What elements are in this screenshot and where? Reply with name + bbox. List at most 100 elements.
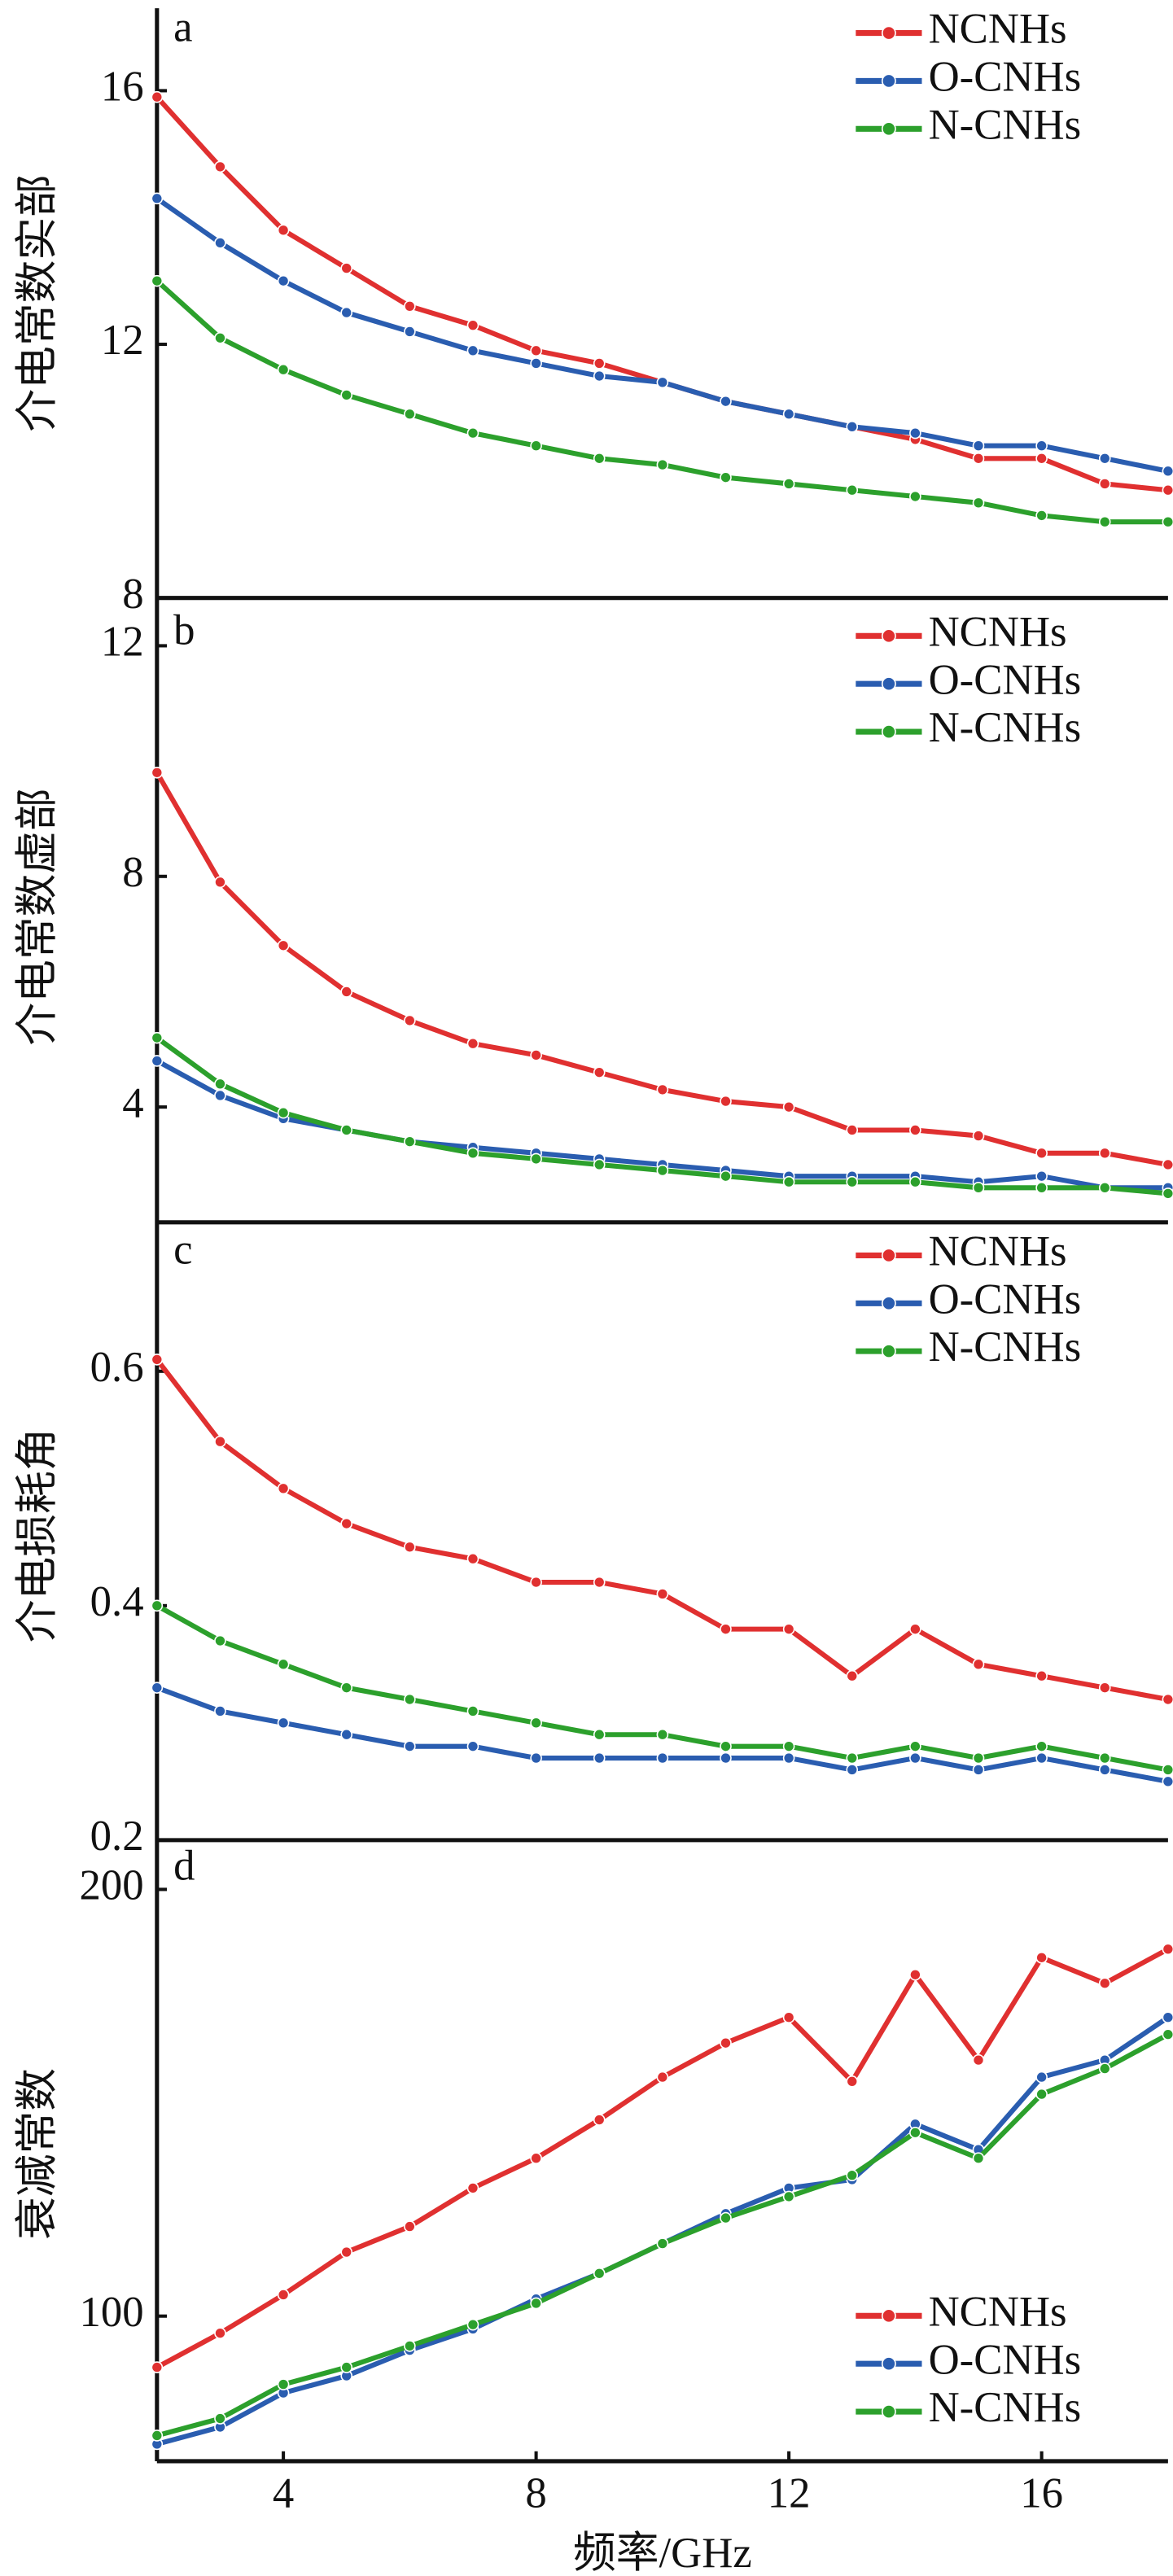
point — [151, 1031, 164, 1044]
point — [972, 1658, 985, 1671]
point — [1162, 2011, 1173, 2023]
series-line — [155, 1603, 1169, 1773]
point — [214, 2412, 226, 2425]
point — [846, 421, 859, 433]
legend-label: N-CNHs — [929, 101, 1082, 148]
point — [277, 1658, 290, 1671]
point — [972, 2152, 985, 2165]
point — [340, 1517, 353, 1530]
point — [1098, 1682, 1111, 1694]
point — [530, 1576, 542, 1589]
point — [720, 1170, 732, 1183]
point — [214, 1705, 226, 1717]
point — [340, 2246, 353, 2259]
legend-marker — [881, 121, 896, 137]
legend-marker — [881, 2404, 896, 2419]
point — [782, 1623, 795, 1635]
point — [846, 1175, 859, 1188]
point — [593, 1158, 606, 1171]
point — [404, 2340, 416, 2352]
legend-marker — [881, 25, 896, 41]
point — [656, 1164, 669, 1177]
point — [720, 1740, 732, 1752]
legend-marker — [881, 676, 896, 692]
point — [1035, 1147, 1048, 1160]
y-tick-label: 0.4 — [90, 1578, 144, 1625]
point — [1035, 1951, 1048, 1964]
legend-label: O-CNHs — [929, 2336, 1082, 2383]
legend-label: NCNHs — [929, 1228, 1067, 1275]
panel-label: c — [173, 1226, 192, 1273]
legend-label: N-CNHs — [929, 704, 1082, 751]
point — [782, 1752, 795, 1765]
point — [972, 1130, 985, 1142]
point — [151, 1354, 164, 1366]
point — [1162, 2028, 1173, 2040]
y-axis-label: 衰减常数 — [14, 2068, 61, 2240]
point — [151, 766, 164, 779]
point — [720, 2036, 732, 2049]
point — [530, 2297, 542, 2310]
point — [466, 426, 479, 440]
point — [214, 237, 226, 249]
point — [909, 1175, 921, 1188]
point — [1162, 515, 1173, 528]
point — [972, 1182, 985, 1194]
point — [1162, 1693, 1173, 1706]
point — [404, 326, 416, 338]
point — [340, 986, 353, 998]
point — [466, 2182, 479, 2194]
point — [466, 344, 479, 357]
point — [1098, 452, 1111, 465]
point — [404, 1135, 416, 1148]
legend-marker — [881, 1248, 896, 1263]
point — [277, 2289, 290, 2301]
y-axis-label: 介电损耗角 — [14, 1428, 61, 1643]
point — [846, 1752, 859, 1765]
point — [720, 2211, 732, 2224]
point — [782, 408, 795, 421]
x-tick-label: 4 — [273, 2470, 294, 2517]
y-tick-label: 16 — [101, 63, 144, 111]
point — [1035, 1669, 1048, 1682]
point — [1162, 1764, 1173, 1776]
point — [277, 274, 290, 287]
legend-marker — [881, 73, 896, 89]
legend-label: NCNHs — [929, 608, 1067, 655]
point — [593, 1066, 606, 1078]
point — [151, 1055, 164, 1067]
point — [1162, 1943, 1173, 1956]
point — [340, 389, 353, 401]
point — [972, 452, 985, 465]
point — [656, 1083, 669, 1096]
point — [846, 1669, 859, 1682]
point — [656, 2071, 669, 2084]
point — [1098, 1764, 1111, 1776]
point — [782, 1175, 795, 1188]
point — [530, 1152, 542, 1166]
point — [340, 2361, 353, 2373]
point — [466, 1552, 479, 1565]
point — [277, 363, 290, 376]
x-tick-label: 8 — [525, 2470, 546, 2517]
x-tick-label: 12 — [768, 2470, 811, 2517]
point — [1162, 1187, 1173, 1200]
point — [214, 1078, 226, 1091]
point — [466, 1740, 479, 1752]
point — [593, 2114, 606, 2126]
point — [404, 300, 416, 313]
legend-marker — [881, 1344, 896, 1359]
point — [1098, 1977, 1111, 1990]
point — [656, 1728, 669, 1741]
panel-label: b — [173, 606, 195, 654]
point — [277, 1482, 290, 1495]
point — [277, 1717, 290, 1730]
point — [1098, 1182, 1111, 1194]
legend-label: O-CNHs — [929, 656, 1082, 703]
point — [466, 2318, 479, 2331]
point — [466, 1147, 479, 1160]
point — [593, 1576, 606, 1589]
point — [151, 2361, 164, 2373]
point — [1098, 478, 1111, 490]
